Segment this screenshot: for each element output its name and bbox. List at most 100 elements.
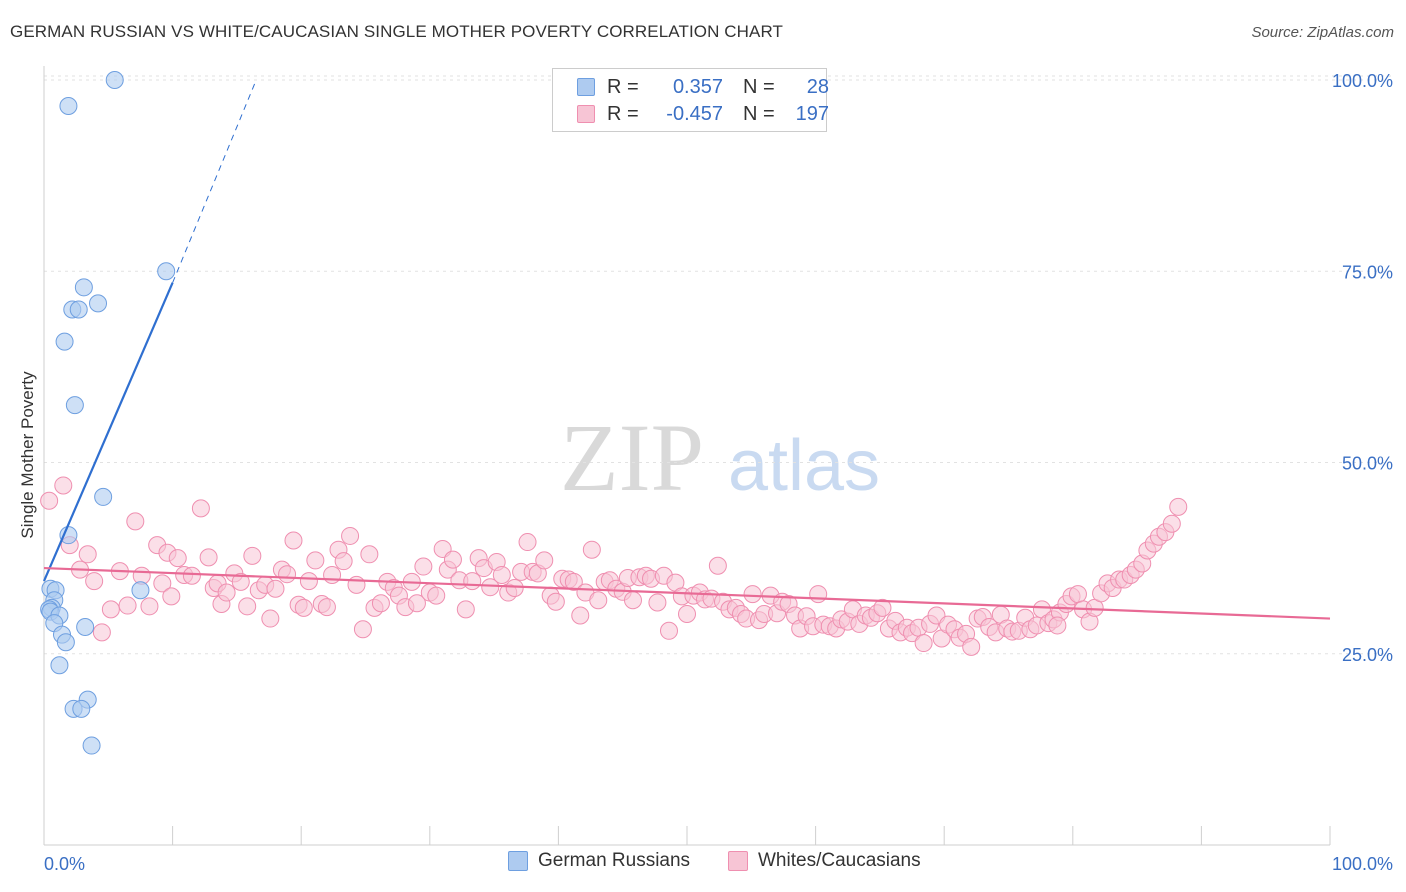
point-whites-caucasians [962,637,981,656]
point-whites-caucasians [463,572,482,591]
point-whites-caucasians [1068,585,1087,604]
point-whites-caucasians [492,565,511,584]
point-whites-caucasians [743,585,762,604]
point-german-russians [76,617,95,636]
point-whites-caucasians [1162,514,1181,533]
watermark: ZIP atlas [560,404,880,511]
tick-labels: 25.0% 50.0% 75.0% 100.0% 0.0% 100.0% [44,71,1393,874]
point-german-russians [89,294,108,313]
point-german-russians [131,581,150,600]
point-whites-caucasians [126,512,145,531]
point-whites-caucasians [353,620,372,639]
german-russians-points [40,71,176,755]
point-whites-caucasians [481,578,500,597]
point-whites-caucasians [266,579,285,598]
point-whites-caucasians [914,634,933,653]
point-german-russians [72,699,91,718]
stats-r-value: -0.457 [666,102,723,125]
point-whites-caucasians [153,574,172,593]
trend-line-german-russians-extension [172,79,257,283]
point-whites-caucasians [199,548,218,567]
trend-line-german-russians [42,282,174,582]
legend-german-russians[interactable]: German Russians [508,850,690,872]
trend-lines [42,79,1331,620]
point-german-russians [105,71,124,89]
point-whites-caucasians [306,551,325,570]
stats-r-label: R = [607,102,639,125]
stats-n-value: 28 [806,75,829,98]
point-whites-caucasians [284,531,303,550]
point-whites-caucasians [140,597,159,616]
point-whites-caucasians [317,598,336,617]
watermark-atlas: atlas [728,426,880,506]
stats-row-german-russians: R = 0.357 N = 28 [553,74,829,100]
y-tick-label: 25.0% [1342,645,1393,665]
point-whites-caucasians [564,572,583,591]
point-whites-caucasians [261,609,280,628]
point-whites-caucasians [571,606,590,625]
point-whites-caucasians [168,549,187,568]
y-tick-label: 50.0% [1342,454,1393,474]
point-german-russians [69,300,88,319]
stats-row-whites: R = -0.457 N = 197 [553,101,829,127]
y-tick-label: 100.0% [1332,71,1393,91]
point-whites-caucasians [334,552,353,571]
stats-n-label: N = [743,75,775,98]
point-german-russians [94,487,113,506]
axes [43,66,1331,846]
point-whites-caucasians [582,540,601,559]
point-whites-caucasians [231,572,250,591]
x-tick-label-min: 0.0% [44,854,85,874]
point-german-russians [55,332,74,351]
point-german-russians [65,396,84,415]
point-german-russians [157,262,176,281]
point-whites-caucasians [505,578,524,597]
stats-n-label: N = [743,102,775,125]
point-whites-caucasians [360,545,379,564]
point-whites-caucasians [708,556,727,575]
point-whites-caucasians [347,575,366,594]
point-whites-caucasians [85,572,104,591]
point-whites-caucasians [427,586,446,605]
y-tick-label: 75.0% [1342,262,1393,282]
point-whites-caucasians [546,592,565,611]
point-whites-caucasians [443,550,462,569]
point-german-russians [56,633,75,652]
point-whites-caucasians [678,604,696,623]
point-whites-caucasians [191,499,210,518]
point-whites-caucasians [92,623,111,642]
point-german-russians [82,736,101,755]
source-label: Source: ZipAtlas.com [1251,24,1394,41]
legend-whites-caucasians[interactable]: Whites/Caucasians [728,850,921,872]
point-german-russians [74,278,93,297]
point-german-russians [59,97,78,116]
legend-label-whites-caucasians: Whites/Caucasians [758,850,921,871]
stats-r-label: R = [607,75,639,98]
point-whites-caucasians [371,594,390,613]
stats-swatch-blue [577,78,595,96]
point-whites-caucasians [407,594,426,613]
point-german-russians [50,656,69,675]
point-whites-caucasians [238,597,257,616]
point-whites-caucasians [518,533,537,552]
point-whites-caucasians [456,600,475,619]
point-whites-caucasians [40,491,59,510]
legend-swatch-blue [508,851,528,871]
point-whites-caucasians [278,565,297,584]
stats-box: R = 0.357 N = 28 R = -0.457 N = 197 [552,68,829,132]
stats-n-value: 197 [795,102,829,125]
point-whites-caucasians [217,583,236,602]
point-whites-caucasians [118,596,137,615]
trend-line-whites-caucasians [43,566,1331,620]
point-whites-caucasians [299,572,318,591]
point-whites-caucasians [54,476,73,495]
point-whites-caucasians [341,526,360,545]
point-whites-caucasians [414,557,433,576]
point-whites-caucasians [162,587,181,606]
point-whites-caucasians [294,598,313,617]
point-whites-caucasians [809,585,828,604]
chart-title: GERMAN RUSSIAN VS WHITE/CAUCASIAN SINGLE… [10,22,784,41]
point-whites-caucasians [659,621,678,640]
point-whites-caucasians [873,598,892,617]
